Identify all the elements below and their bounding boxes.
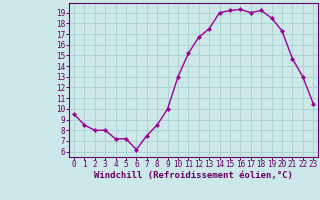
X-axis label: Windchill (Refroidissement éolien,°C): Windchill (Refroidissement éolien,°C) <box>94 171 293 180</box>
